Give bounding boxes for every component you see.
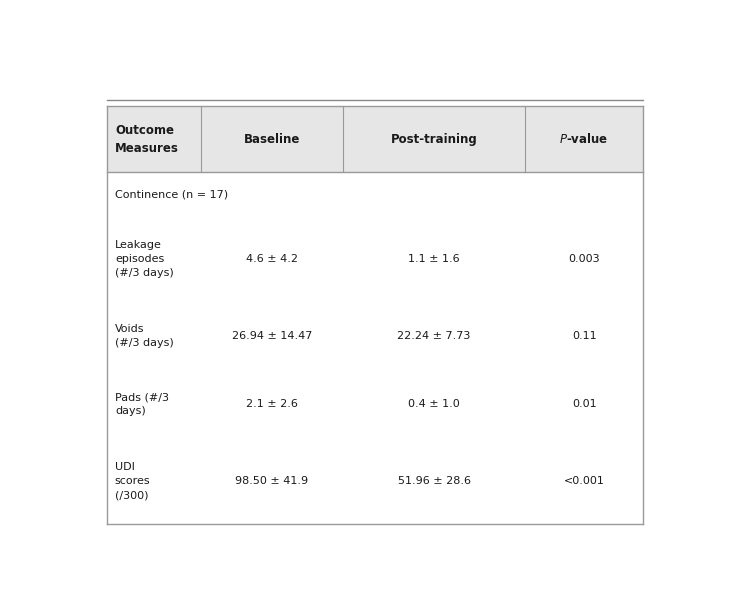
Text: 98.50 ± 41.9: 98.50 ± 41.9 (236, 476, 309, 486)
Text: 26.94 ± 14.47: 26.94 ± 14.47 (232, 330, 312, 341)
Text: 22.24 ± 7.73: 22.24 ± 7.73 (397, 330, 471, 341)
Text: 0.11: 0.11 (572, 330, 597, 341)
Text: Outcome
Measures: Outcome Measures (115, 124, 179, 155)
Text: 0.01: 0.01 (572, 399, 597, 410)
Text: Voids
(#/3 days): Voids (#/3 days) (115, 324, 173, 348)
Text: Baseline: Baseline (244, 133, 300, 146)
Text: 1.1 ± 1.6: 1.1 ± 1.6 (408, 254, 460, 264)
Text: Leakage
episodes
(#/3 days): Leakage episodes (#/3 days) (115, 240, 173, 278)
Text: 2.1 ± 2.6: 2.1 ± 2.6 (246, 399, 298, 410)
Text: Post-training: Post-training (391, 133, 477, 146)
Text: <0.001: <0.001 (564, 476, 605, 486)
Text: 51.96 ± 28.6: 51.96 ± 28.6 (397, 476, 471, 486)
Text: 4.6 ± 4.2: 4.6 ± 4.2 (246, 254, 298, 264)
Text: Continence (n = 17): Continence (n = 17) (115, 189, 228, 199)
Text: 0.4 ± 1.0: 0.4 ± 1.0 (408, 399, 460, 410)
Bar (107, 106, 643, 172)
Text: 0.003: 0.003 (568, 254, 600, 264)
Text: Pads (#/3
days): Pads (#/3 days) (115, 393, 169, 416)
Text: $\mathit{P}$-value: $\mathit{P}$-value (559, 132, 609, 146)
Text: UDI
scores
(/300): UDI scores (/300) (115, 462, 151, 500)
